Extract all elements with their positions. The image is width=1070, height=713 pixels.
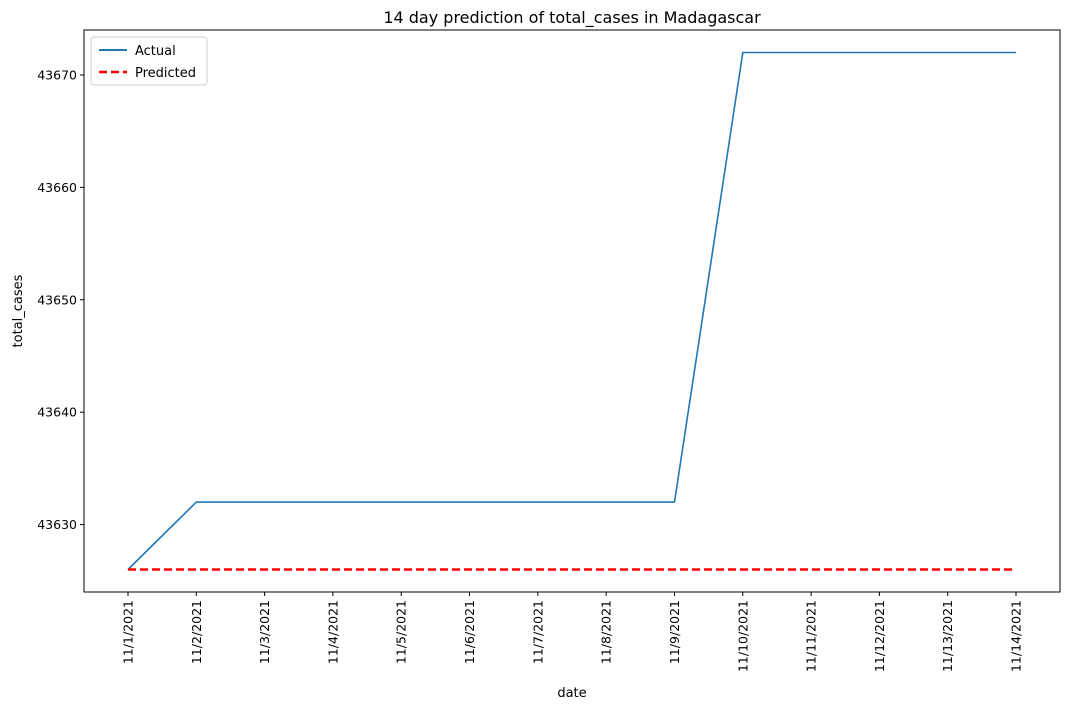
x-tick-label: 11/4/2021	[325, 600, 340, 664]
x-axis: 11/1/2021 11/2/2021 11/3/2021 11/4/2021 11/5…	[121, 592, 1024, 672]
y-tick-label: 43650	[37, 292, 77, 307]
x-tick-label: 11/11/2021	[804, 600, 819, 672]
x-tick-label: 11/2/2021	[189, 600, 204, 664]
chart-title: 14 day prediction of total_cases in Mada…	[383, 8, 761, 28]
x-tick-label: 11/13/2021	[940, 600, 955, 672]
x-tick-label: 11/6/2021	[462, 600, 477, 664]
x-tick-label: 11/7/2021	[530, 600, 545, 664]
legend-label-actual: Actual	[135, 44, 176, 59]
series-layer	[127, 51, 1016, 571]
x-tick-label: 11/1/2021	[121, 600, 136, 664]
y-tick-label: 43670	[37, 67, 77, 82]
y-tick-label: 43630	[37, 517, 77, 532]
plot-frame	[83, 29, 1061, 593]
x-tick-label: 11/10/2021	[735, 600, 750, 672]
x-tick-label: 11/9/2021	[667, 600, 682, 664]
series-line-actual	[127, 51, 1016, 571]
y-tick-label: 43660	[37, 180, 77, 195]
x-tick-label: 11/8/2021	[599, 600, 614, 664]
y-axis-label: total_cases	[11, 274, 26, 347]
x-tick-label: 11/14/2021	[1009, 600, 1024, 672]
legend: Actual Predicted	[90, 36, 208, 86]
x-tick-label: 11/12/2021	[872, 600, 887, 672]
x-axis-label: date	[557, 686, 586, 701]
legend-label-predicted: Predicted	[135, 66, 196, 81]
x-tick-label: 11/5/2021	[394, 600, 409, 664]
y-tick-label: 43640	[37, 405, 77, 420]
y-axis: 43630 43640 43650 43660 43670	[37, 67, 84, 532]
x-tick-label: 11/3/2021	[257, 600, 272, 664]
